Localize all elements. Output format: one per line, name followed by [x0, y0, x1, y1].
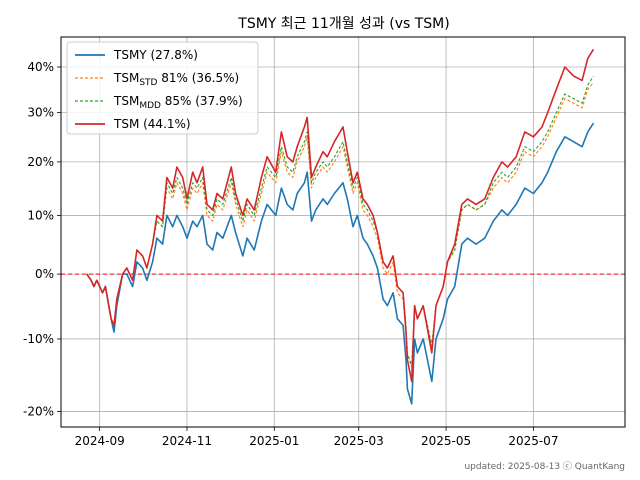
legend-label-rest: 85% (37.9%)	[161, 94, 243, 108]
x-tick-label: 2024-09	[75, 434, 125, 448]
legend: TSMY (27.8%)TSMSTD 81% (36.5%)TSMMDD 85%…	[66, 41, 259, 135]
plot-frame	[60, 36, 626, 428]
legend-label-0: TSMY (27.8%)	[113, 48, 198, 62]
y-tick-label: 40%	[27, 60, 54, 74]
chart-title: TSMY 최근 11개월 성과 (vs TSM)	[237, 16, 449, 32]
x-tick-label: 2025-07	[508, 434, 558, 448]
legend-label-main: TSM	[113, 71, 139, 85]
legend-label-sub: MDD	[139, 101, 161, 111]
y-tick-label: 30%	[27, 106, 54, 120]
y-tick-label: 0%	[35, 267, 54, 281]
x-tick-label: 2025-05	[421, 434, 471, 448]
series-line-3	[86, 48, 595, 383]
y-tick-label: -20%	[23, 404, 54, 418]
y-axis-ticks: -20% -10% 0% 10% 20% 30% 40%	[23, 60, 61, 418]
legend-label-3: TSM (44.1%)	[113, 117, 191, 131]
x-axis-ticks: 2024-09 2024-11 2025-01 2025-03 2025-05 2025-…	[75, 427, 558, 448]
legend-label-main: TSM	[113, 94, 139, 108]
series-line-0	[86, 122, 595, 405]
x-tick-label: 2025-01	[249, 434, 299, 448]
y-tick-label: 20%	[27, 155, 54, 169]
y-tick-label: 10%	[27, 208, 54, 222]
legend-label-rest: 81% (36.5%)	[157, 71, 239, 85]
y-tick-label: -10%	[23, 332, 54, 346]
x-tick-label: 2025-03	[334, 434, 384, 448]
legend-label-2: TSMMDD 85% (37.9%)	[113, 94, 243, 111]
legend-label-sub: STD	[139, 78, 157, 88]
legend-label-1: TSMSTD 81% (36.5%)	[113, 71, 239, 88]
x-tick-label: 2024-11	[162, 434, 212, 448]
footer-note: updated: 2025-08-13 ⓒ QuantKang	[464, 461, 625, 472]
legend-box	[66, 41, 259, 135]
series-layer	[86, 48, 595, 405]
